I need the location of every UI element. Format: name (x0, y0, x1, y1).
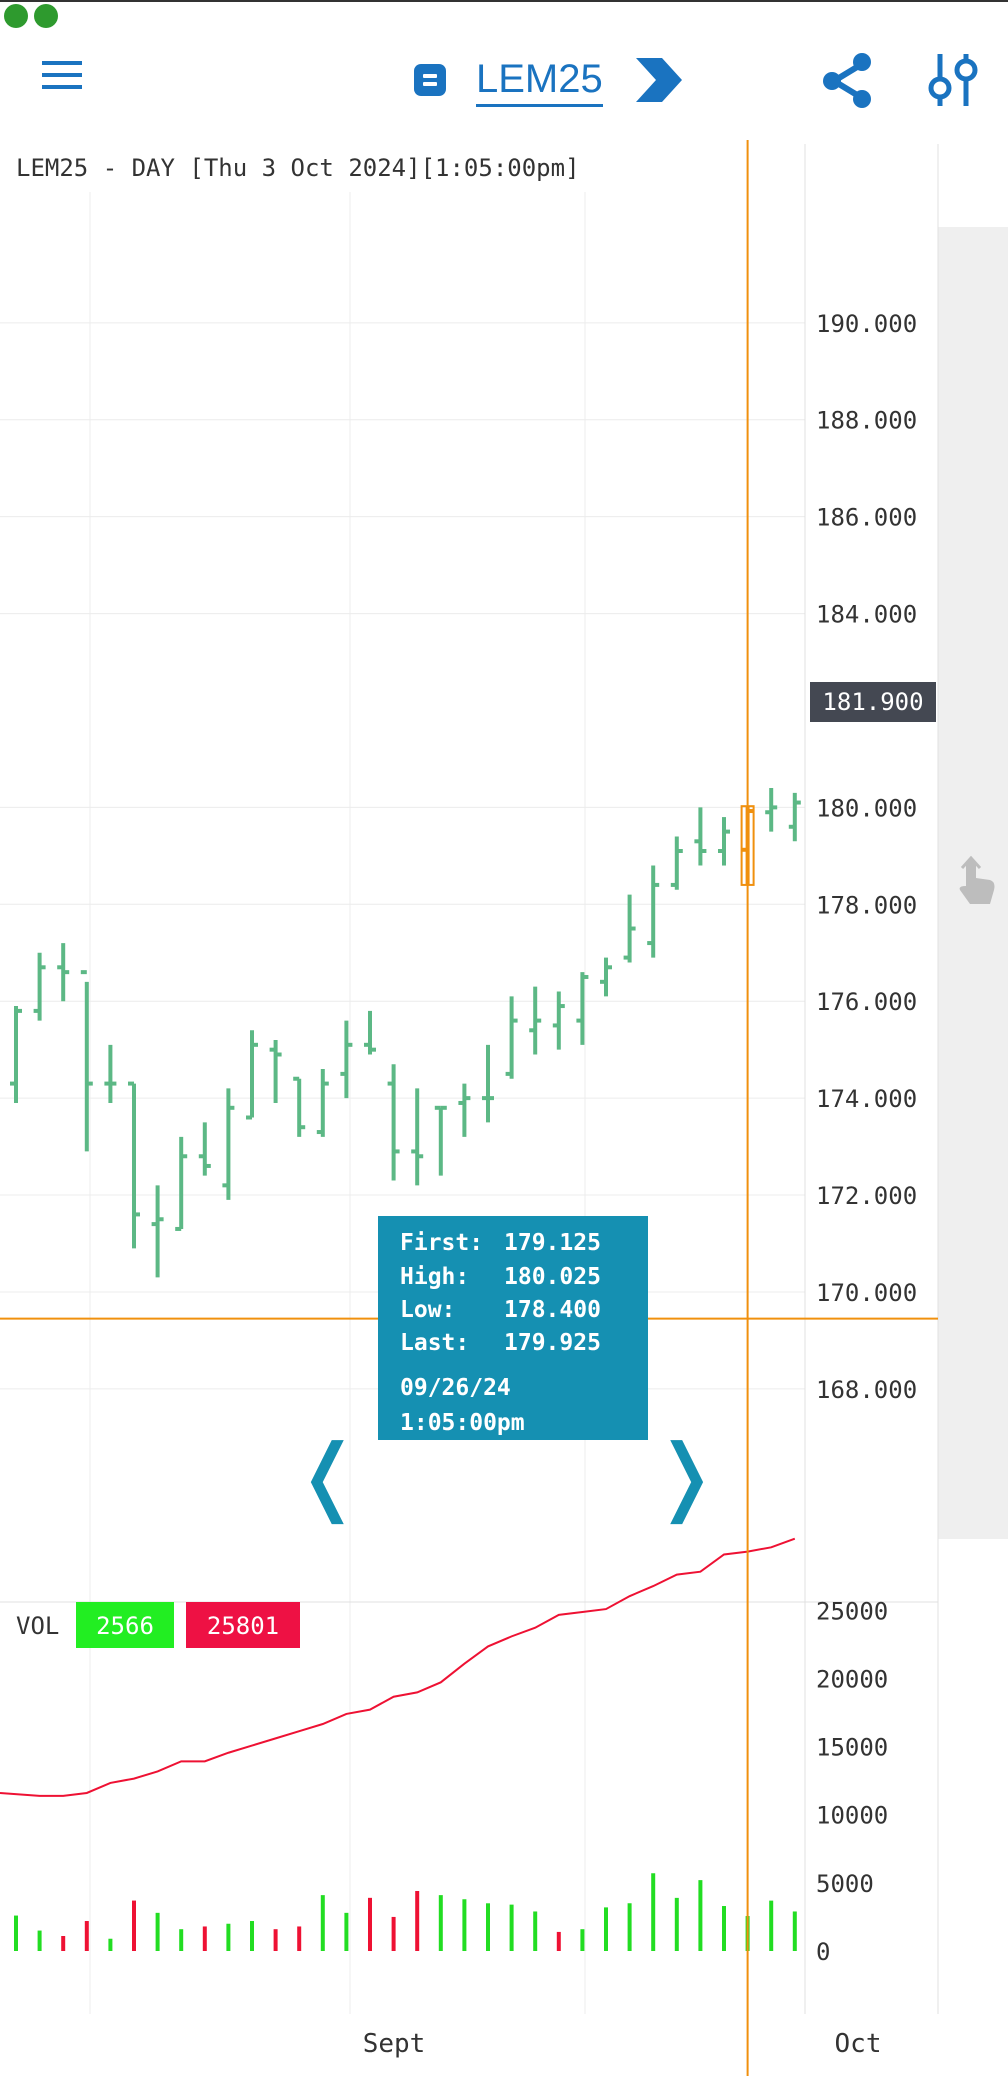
price-tick-label: 178.000 (816, 891, 917, 919)
x-label-oct: Oct (835, 2029, 882, 2059)
volume-tick-label: 20000 (816, 1665, 888, 1693)
volume-series[interactable] (14, 1873, 797, 1951)
volume-badge (76, 1602, 174, 1648)
price-tick-label: 172.000 (816, 1182, 917, 1210)
menu-icon[interactable] (40, 58, 86, 94)
tooltip-first-label: First: (400, 1230, 483, 1256)
volume-label: VOL (16, 1612, 59, 1640)
chart-grid (0, 192, 805, 2014)
tooltip-date: 09/26/24 (400, 1375, 511, 1401)
status-dot (4, 4, 28, 28)
tooltip-low-value: 178.400 (504, 1297, 601, 1323)
price-tick-label: 168.000 (816, 1376, 917, 1404)
next-bar-arrow[interactable]: ❭ (651, 1426, 721, 1525)
chart-title: LEM25 - DAY [Thu 3 Oct 2024][1:05:00pm] (16, 154, 580, 182)
tooltip-last-value: 179.925 (504, 1330, 601, 1356)
price-tick-label: 190.000 (816, 310, 917, 338)
hand-pointer-icon[interactable] (959, 855, 995, 904)
volume-tick-label: 15000 (816, 1734, 888, 1762)
volume-tick-label: 25000 (816, 1597, 888, 1625)
tooltip-first-value: 179.125 (504, 1230, 601, 1256)
tooltip-high-value: 180.025 (504, 1264, 601, 1290)
price-tick-label: 174.000 (816, 1085, 917, 1113)
tooltip-last-label: Last: (400, 1330, 469, 1356)
tooltip-time: 1:05:00pm (400, 1410, 525, 1436)
ohlc-series[interactable] (10, 788, 801, 1278)
price-tick-label: 176.000 (816, 988, 917, 1016)
price-tick-label: 184.000 (816, 601, 917, 629)
tooltip-high-label: High: (400, 1264, 469, 1290)
status-dot (34, 4, 58, 28)
tooltip-low-label: Low: (400, 1297, 455, 1323)
last-price-label: 181.900 (822, 688, 923, 716)
previous-bar-arrow[interactable]: ❬ (293, 1426, 363, 1525)
ohlc-tooltip: First: 179.125 High: 180.025 Low: 178.40… (378, 1216, 648, 1440)
volume-value: 2566 (96, 1612, 154, 1640)
tooltip-box (378, 1216, 648, 1440)
share-icon[interactable] (818, 50, 878, 110)
volume-axis: 25000 20000 15000 10000 5000 0 (816, 1597, 888, 1966)
volume-tick-label: 10000 (816, 1802, 888, 1830)
double-chevron-right-icon[interactable] (632, 52, 688, 108)
app-toolbar: LEM25 (0, 0, 1008, 140)
x-label-sept: Sept (363, 2029, 426, 2059)
volume-tick-label: 0 (816, 1938, 830, 1966)
price-tick-label: 170.000 (816, 1279, 917, 1307)
settings-sliders-icon[interactable] (924, 50, 984, 110)
symbol-selector[interactable]: LEM25 (476, 56, 603, 107)
open-interest-line (0, 1537, 796, 1797)
price-tick-label: 180.000 (816, 794, 917, 822)
quote-icon[interactable] (412, 62, 448, 98)
price-tick-label: 186.000 (816, 504, 917, 532)
open-interest-value: 25801 (207, 1612, 279, 1640)
price-chart[interactable]: LEM25 - DAY [Thu 3 Oct 2024][1:05:00pm] … (0, 140, 1008, 2076)
open-interest-badge (186, 1602, 300, 1648)
status-bar-line (0, 0, 1008, 2)
last-price-badge (810, 682, 936, 722)
price-tick-label: 188.000 (816, 407, 917, 435)
price-axis: 190.000 188.000 186.000 184.000 180.000 178.0… (816, 310, 917, 1404)
volume-tick-label: 5000 (816, 1870, 874, 1898)
